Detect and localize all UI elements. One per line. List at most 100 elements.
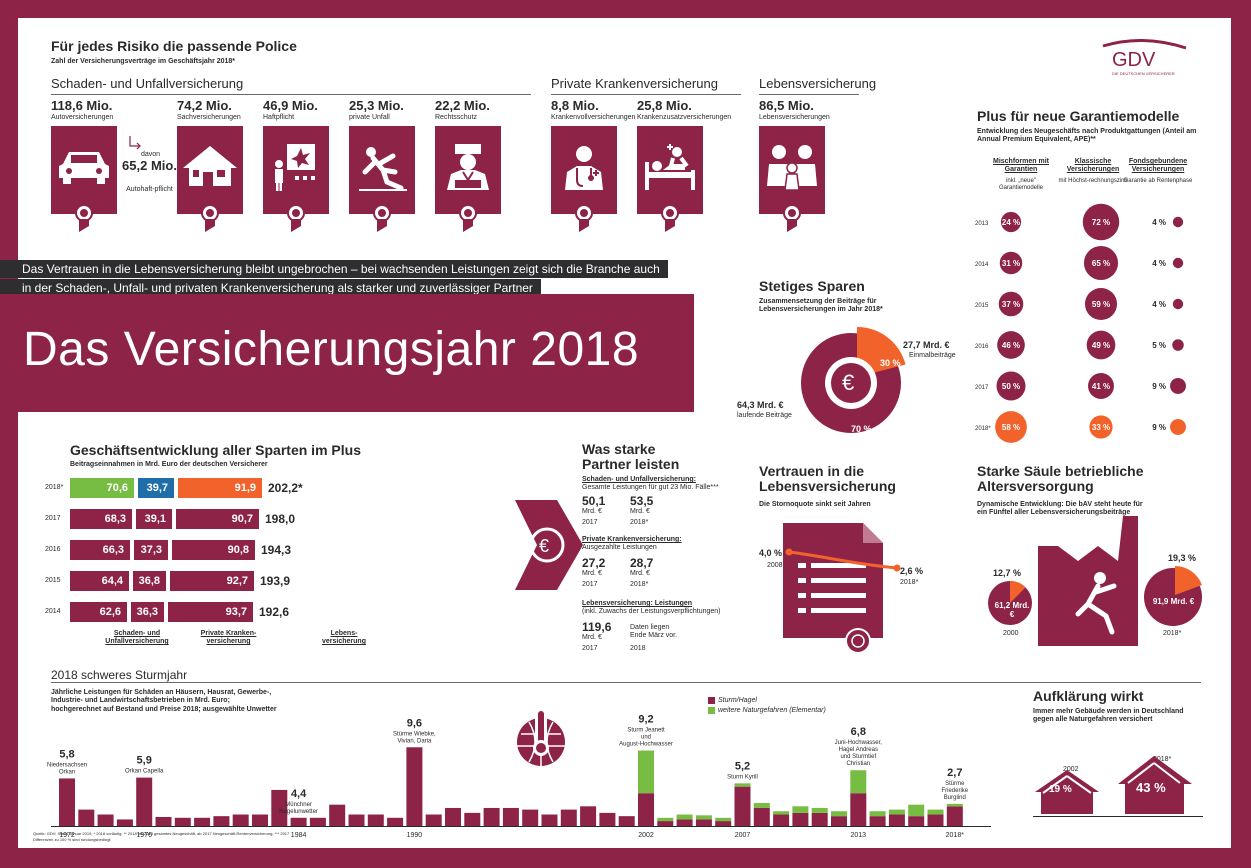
sturm-x-tick: 1976 <box>136 832 152 839</box>
sturm-bar <box>348 814 365 826</box>
elementar-bar <box>831 811 847 817</box>
bar-total: 194,3 <box>261 543 292 557</box>
storm-value: 9,6 <box>407 717 422 729</box>
judge-icon <box>447 144 489 190</box>
sturm-x-tick: 2013 <box>851 832 867 839</box>
sturm-x-tick: 2018* <box>946 832 965 839</box>
garantie-misch-label: 37 % <box>1002 300 1020 309</box>
storm-label: Hagel Andreas <box>839 747 878 753</box>
sturm-bar <box>213 816 230 826</box>
elementar-bar <box>850 770 867 794</box>
policy-label: Rechtsschutz <box>435 114 478 121</box>
garantie-misch-label: 31 % <box>1002 259 1020 268</box>
car-sub-label: Autohaft-pflicht <box>126 186 173 193</box>
bar-segment: 39,1 <box>136 509 172 529</box>
partner-pkv-sub: Ausgezahlte Leistungen <box>582 544 657 551</box>
policy-label: private Unfall <box>349 114 390 121</box>
storm-label: Juni-Hochwasser, <box>835 740 883 746</box>
footer-source: Quelle: GDV; Stand Januar 2019; * 2018 v… <box>33 831 290 836</box>
pin-icon <box>201 204 219 232</box>
policy-tile <box>263 126 329 214</box>
sturm-bar <box>309 817 326 826</box>
garantie-fonds-label: 4 % <box>1152 259 1166 268</box>
sturm-bar <box>888 814 905 826</box>
storno-2008-value: 4,0 % <box>759 548 783 558</box>
elementar-bar <box>657 817 674 822</box>
aufkl-2002-pct: 19 % <box>1049 784 1072 795</box>
garantie-year: 2015 <box>975 303 989 309</box>
partner-leben-head: Lebensversicherung: Leistungen <box>582 600 693 607</box>
bar-total: 192,6 <box>259 605 290 619</box>
bav-subtitle: Dynamische Entwicklung: Die bAV steht he… <box>977 501 1143 517</box>
sturm-bar <box>657 821 674 826</box>
partner-year: 2018* <box>630 519 649 526</box>
sturm-title: 2018 schweres Sturmjahr <box>51 668 188 682</box>
sturm-x-tick: 2002 <box>638 832 654 839</box>
legend-leben: Lebens-versicherung <box>322 630 366 646</box>
elementar-bar <box>792 806 809 813</box>
garantie-misch-bubble <box>996 371 1026 401</box>
sturm-bar <box>232 814 249 826</box>
aufklaerung-subtitle: Immer mehr Gebäude werden in Deutschland… <box>1033 708 1184 724</box>
garantie-title: Plus für neue Garantiemodelle <box>977 108 1180 124</box>
bar-segment: 66,3 <box>70 540 130 560</box>
garantie-fonds-bubble <box>1172 216 1184 228</box>
partner-year: 2017 <box>582 645 598 652</box>
bar-year-label: 2014 <box>45 608 61 615</box>
sparen-lauf-value: 64,3 Mrd. € <box>737 400 784 410</box>
sturm-bar <box>908 816 925 826</box>
garantie-misch-label: 58 % <box>1002 423 1020 432</box>
bar-year-label: 2017 <box>45 515 61 522</box>
garantie-col-sub: mit Höchst-rechnungszins <box>1058 178 1128 184</box>
partner-value-2018: 28,7 <box>630 556 654 570</box>
sparen-einmal-label: Einmalbeiträge <box>909 352 956 359</box>
partner-value-2017: 119,6 <box>582 620 612 634</box>
bar-segment: 62,6 <box>70 602 127 622</box>
garantie-col-head: Fondsgebundene Versicherungen <box>1128 158 1188 174</box>
garantie-fonds-bubble <box>1170 378 1186 394</box>
sturm-bar <box>927 814 944 826</box>
patient-icon <box>645 144 695 190</box>
sturm-x-tick: 1972 <box>59 832 75 839</box>
geschaeft-title: Geschäftsentwicklung aller Sparten im Pl… <box>70 442 361 458</box>
bar-segment: 64,4 <box>70 571 129 591</box>
garantie-misch-bubble <box>995 411 1027 443</box>
garantie-misch-label: 46 % <box>1002 341 1020 350</box>
storm-label: Sturm Jeanett <box>627 728 665 734</box>
storm-label: Burglind <box>944 795 966 801</box>
partner-value-2017: 50,1 <box>582 494 606 508</box>
sturm-subtitle: Jährliche Leistungen für Schäden an Häus… <box>51 689 277 713</box>
sturm-bar <box>97 814 114 826</box>
sturm-bar <box>560 809 577 826</box>
storm-label: Sturm Kyrill <box>727 774 758 780</box>
bar-segment: 93,7 <box>168 602 253 622</box>
storm-label: Friederike <box>941 788 968 794</box>
policy-label: Sachversicherungen <box>177 114 241 121</box>
sturm-bar <box>541 814 558 826</box>
partner-unit: Mrd. € <box>630 508 650 515</box>
house-icon <box>183 146 237 186</box>
sturm-bar <box>329 804 346 826</box>
sparen-einmal-value: 27,7 Mrd. € <box>903 340 950 350</box>
garantie-fonds-bubble <box>1172 298 1184 310</box>
bav-2000-pie <box>988 581 1032 625</box>
elementar-bar <box>734 783 751 787</box>
elementar-bar <box>638 750 654 794</box>
poster-subtitle: Zahl der Versicherungsverträge im Geschä… <box>51 58 236 65</box>
section-sach: Schaden- und Unfallversicherung <box>51 76 244 91</box>
garantie-misch-bubble <box>997 331 1025 359</box>
sturm-bar <box>502 807 519 826</box>
garantie-misch-bubble <box>998 291 1024 317</box>
bar-segment: 68,3 <box>70 509 132 529</box>
sturm-bar <box>580 806 597 826</box>
pin-icon <box>459 204 477 232</box>
elementar-bar <box>908 804 925 817</box>
sturm-bar <box>638 793 654 826</box>
bar-segment: 39,7 <box>138 478 174 498</box>
partner-value-2017: 27,2 <box>582 556 606 570</box>
elementar-bar <box>946 803 963 807</box>
partner-value-2018: 53,5 <box>630 494 654 508</box>
sturm-bar <box>811 812 828 826</box>
partner-year: 2017 <box>582 519 598 526</box>
garantie-fonds-bubble <box>1172 339 1184 351</box>
